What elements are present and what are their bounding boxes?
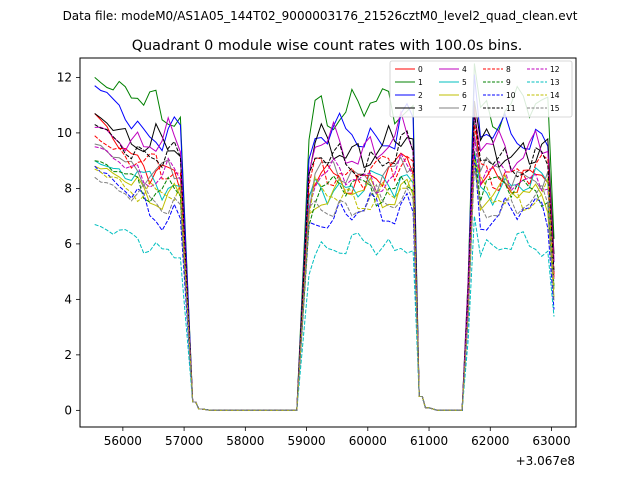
x-axis: 56000 57000 58000 59000 60000 61000 62000 63000 <box>104 427 571 448</box>
series-line-3 <box>94 100 555 411</box>
y-axis: 0 2 4 6 8 10 12 <box>57 70 80 417</box>
x-tick-label: 58000 <box>226 434 264 448</box>
series-line-8 <box>94 124 555 411</box>
series-line-11 <box>94 113 555 411</box>
y-tick-label: 2 <box>64 348 72 362</box>
legend-label-2: 2 <box>418 91 423 100</box>
legend-label-3: 3 <box>418 104 423 113</box>
chart-suptitle: Data file: modeM0/AS1A05_144T02_90000031… <box>63 9 578 23</box>
legend-frame <box>389 60 573 118</box>
legend-label-7: 7 <box>462 104 467 113</box>
series-line-14 <box>94 159 555 411</box>
x-tick-label: 56000 <box>104 434 142 448</box>
series-line-10 <box>94 155 555 411</box>
series-line-4 <box>94 109 555 411</box>
legend-label-12: 12 <box>550 65 560 74</box>
x-tick-label: 61000 <box>410 434 448 448</box>
legend-label-13: 13 <box>550 78 560 87</box>
plot-area: 56000 57000 58000 59000 60000 61000 62000 63000… <box>57 57 577 468</box>
x-tick-label: 59000 <box>287 434 325 448</box>
series-layer <box>94 63 555 411</box>
y-tick-label: 12 <box>57 70 72 84</box>
plot-frame <box>79 57 577 428</box>
x-tick-label: 62000 <box>471 434 509 448</box>
series-line-9 <box>94 150 555 411</box>
legend-label-0: 0 <box>418 65 423 74</box>
legend-label-1: 1 <box>418 78 423 87</box>
y-tick-label: 0 <box>64 403 72 417</box>
legend-label-6: 6 <box>462 91 467 100</box>
x-axis-offset-label: +3.067e8 <box>516 454 575 468</box>
x-tick-label: 63000 <box>532 434 570 448</box>
plot-background <box>80 58 576 427</box>
legend-label-10: 10 <box>506 91 516 100</box>
legend-label-4: 4 <box>462 65 467 74</box>
series-line-13 <box>94 216 555 411</box>
legend-label-14: 14 <box>550 91 560 100</box>
x-tick-label: 57000 <box>165 434 203 448</box>
x-tick-label: 60000 <box>349 434 387 448</box>
series-line-7 <box>94 134 555 411</box>
legend-label-15: 15 <box>550 104 560 113</box>
legend-label-11: 11 <box>506 104 516 113</box>
legend-label-8: 8 <box>506 65 511 74</box>
y-tick-label: 10 <box>57 126 72 140</box>
series-line-15 <box>94 167 555 411</box>
y-tick-label: 8 <box>64 181 72 195</box>
chart-title: Quadrant 0 module wise count rates with … <box>132 38 523 54</box>
legend-label-9: 9 <box>506 78 511 87</box>
y-tick-label: 6 <box>64 237 72 251</box>
series-line-12 <box>94 137 555 411</box>
legend-label-5: 5 <box>462 78 467 87</box>
y-tick-label: 4 <box>64 292 72 306</box>
